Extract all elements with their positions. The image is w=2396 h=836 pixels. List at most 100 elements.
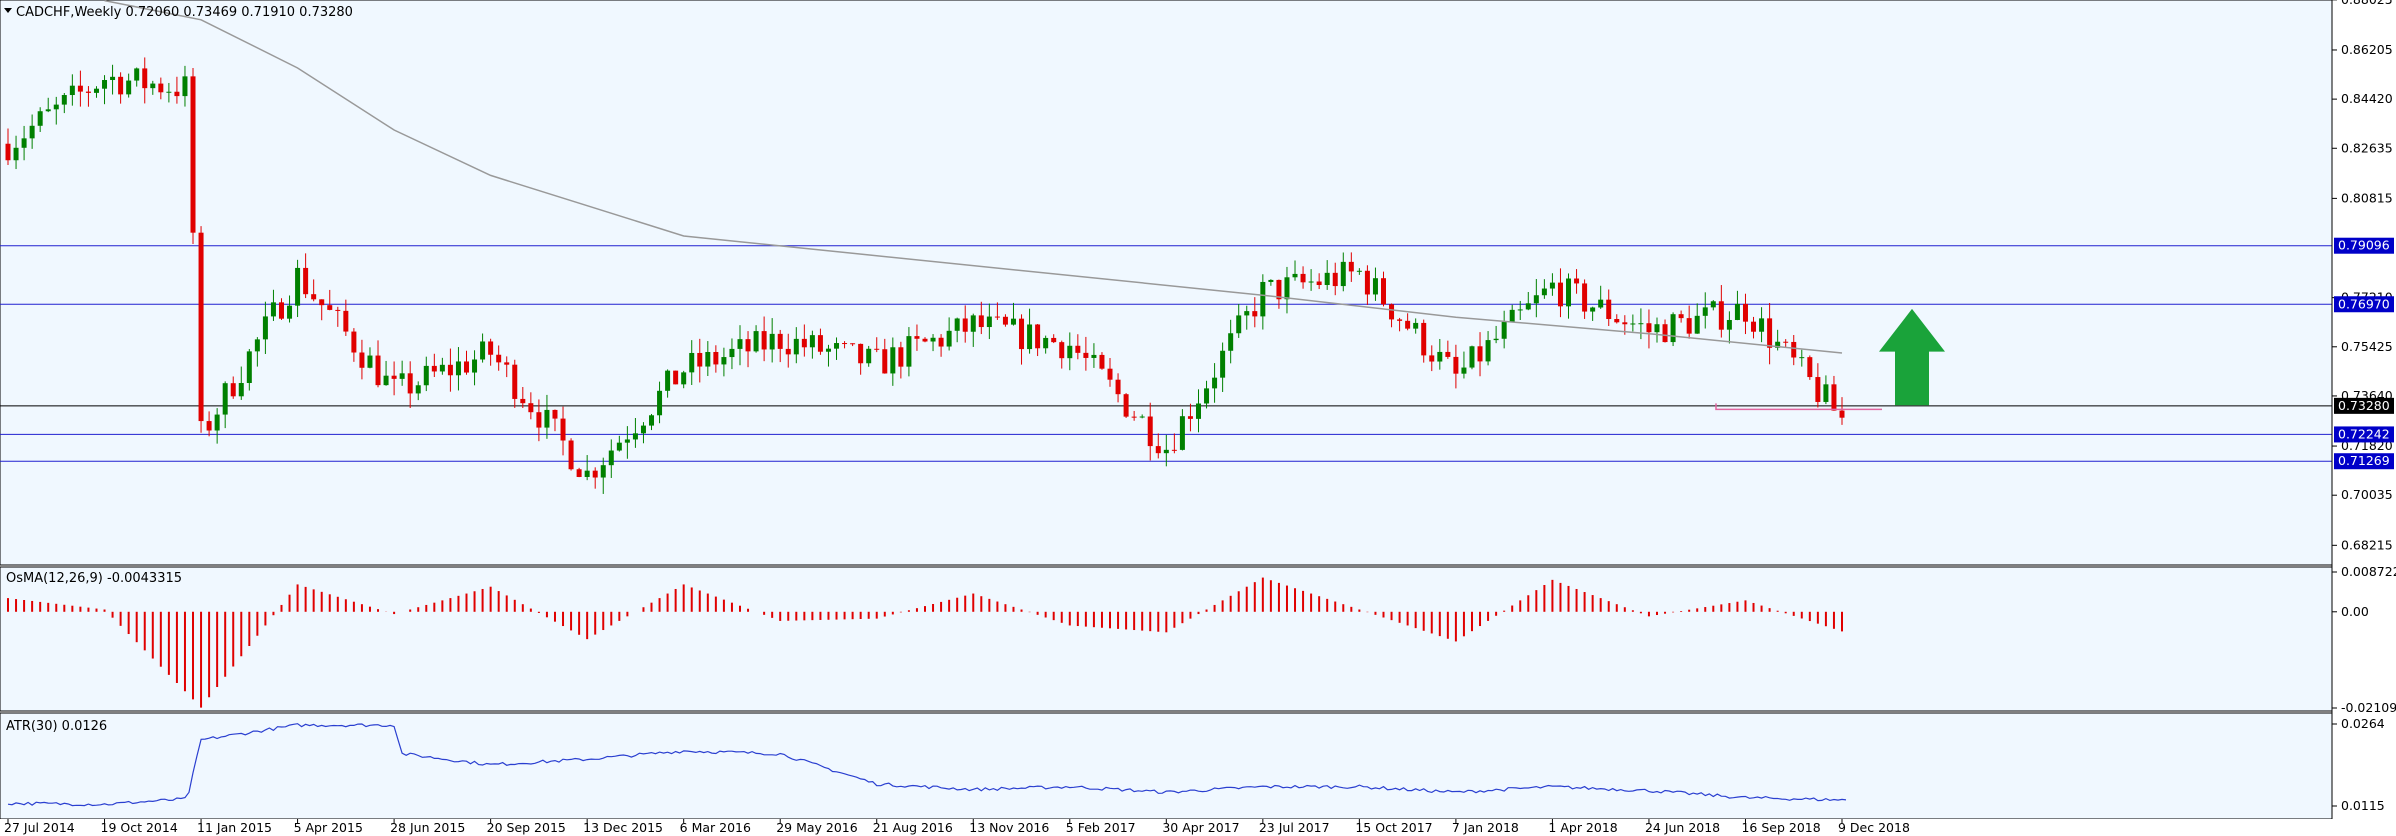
candle <box>1831 375 1837 411</box>
candle-body <box>1019 318 1025 350</box>
candle <box>914 324 920 351</box>
candle-body <box>45 109 51 112</box>
candle <box>1195 389 1201 433</box>
candle <box>825 344 831 367</box>
candle-body <box>1445 351 1451 357</box>
candle-body <box>327 305 333 310</box>
candle-body <box>713 351 719 365</box>
candle <box>1155 433 1161 459</box>
candle <box>383 360 389 386</box>
candle <box>238 366 244 400</box>
candle <box>319 299 325 321</box>
candle-body <box>166 91 172 93</box>
price-level-tag-label: 0.79096 <box>2338 238 2390 253</box>
candle <box>1606 289 1612 326</box>
candle-body <box>311 294 317 300</box>
candle-body <box>1839 410 1845 418</box>
candle-body <box>230 383 236 397</box>
candle-body <box>423 365 429 386</box>
candle-body <box>1075 345 1081 353</box>
candle <box>1799 349 1805 367</box>
candle-body <box>1413 322 1419 329</box>
candle-body <box>182 76 188 97</box>
candle-body <box>13 147 19 161</box>
candle <box>69 74 75 106</box>
candle <box>423 356 429 392</box>
candle-body <box>1831 384 1837 411</box>
candle <box>359 339 365 380</box>
candle <box>600 457 606 494</box>
price-axis <box>2332 0 2396 836</box>
candle <box>246 348 252 391</box>
candle <box>182 65 188 107</box>
candle <box>689 340 695 385</box>
price-plot-area <box>0 0 2332 494</box>
candle-body <box>504 362 510 365</box>
candle-body <box>592 470 598 478</box>
candle <box>1171 433 1177 454</box>
candle-body <box>632 433 638 440</box>
candle-body <box>367 355 373 368</box>
candle <box>343 299 349 336</box>
time-axis <box>0 819 2332 836</box>
candle-body <box>1067 345 1073 359</box>
candle-body <box>375 355 381 386</box>
candle-body <box>986 316 992 328</box>
candle <box>126 73 132 98</box>
symbol-menu-triangle-icon[interactable] <box>4 8 12 13</box>
candle-body <box>1799 357 1805 359</box>
osma-panel-title: OsMA(12,26,9) -0.0043315 <box>6 571 182 586</box>
candle-body <box>1734 303 1740 320</box>
candle-body <box>439 364 445 372</box>
candle-body <box>649 415 655 426</box>
candle-body <box>1718 301 1724 330</box>
candle-body <box>1107 368 1113 380</box>
candle-body <box>174 91 180 97</box>
candle-body <box>1501 322 1507 339</box>
candle-body <box>1260 281 1266 317</box>
candle <box>327 289 333 311</box>
candle-body <box>1791 341 1797 358</box>
candle-body <box>1525 303 1531 310</box>
candle <box>882 338 888 374</box>
candle-body <box>69 85 75 96</box>
candle <box>1035 323 1041 357</box>
candle-body <box>134 68 140 81</box>
candle <box>1002 314 1008 327</box>
candle <box>1075 334 1081 360</box>
candle <box>455 347 461 391</box>
candle <box>1742 293 1748 335</box>
price-tick-label: 0.88025 <box>2341 0 2393 7</box>
candle <box>584 455 590 481</box>
candle <box>721 347 727 377</box>
candle <box>110 64 116 95</box>
candle <box>1364 265 1370 305</box>
candle-body <box>1348 261 1354 272</box>
candle <box>1678 310 1684 323</box>
candle-body <box>1533 295 1539 304</box>
candle-body <box>1783 341 1789 343</box>
candle <box>536 399 542 442</box>
candle <box>439 357 445 375</box>
candle <box>1759 307 1765 343</box>
candle <box>1413 318 1419 334</box>
candle <box>488 338 494 366</box>
candle <box>190 68 196 245</box>
candle <box>681 370 687 389</box>
candle-body <box>21 138 27 148</box>
candle-body <box>1316 281 1322 286</box>
atr-panel <box>0 712 2333 820</box>
candle-body <box>1670 314 1676 343</box>
candle <box>946 317 952 351</box>
candle-body <box>1815 377 1821 402</box>
time-tick-label: 29 May 2016 <box>776 820 858 835</box>
candle-body <box>190 76 196 233</box>
candle-body <box>1598 299 1604 308</box>
candle-body <box>246 351 252 383</box>
candle <box>496 345 502 371</box>
candle <box>1726 311 1732 344</box>
candle <box>1477 332 1483 377</box>
candle <box>801 324 807 357</box>
candle-body <box>455 361 461 376</box>
